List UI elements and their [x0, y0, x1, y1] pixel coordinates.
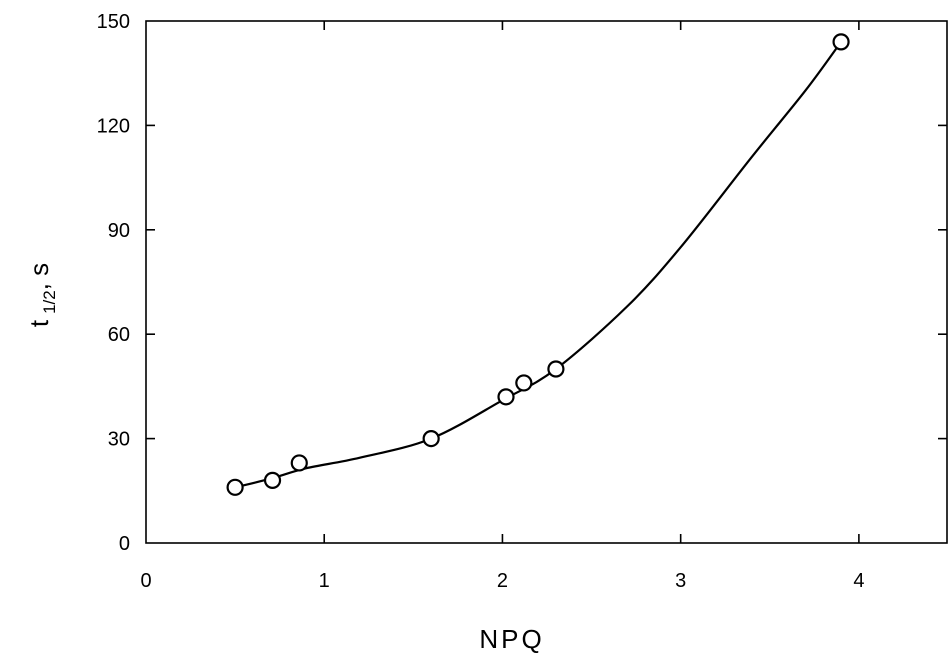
data-point: [263, 471, 282, 489]
data-point: [547, 360, 565, 378]
x-tick-label: 2: [497, 570, 508, 592]
y-tick-label: 150: [97, 11, 130, 33]
y-tick-label: 120: [97, 115, 130, 137]
x-tick-label: 0: [140, 570, 151, 592]
data-point: [290, 454, 308, 472]
data-point: [497, 388, 515, 406]
y-axis-title: t 1/2, s: [24, 263, 59, 327]
y-tick-label: 0: [119, 533, 130, 555]
plot-frame: [145, 20, 948, 544]
y-tick-label: 30: [108, 429, 130, 451]
axes: [145, 20, 948, 544]
y-axis-title-suffix: , s: [24, 263, 54, 290]
data-points-layer: [226, 33, 850, 496]
x-tick-label: 3: [675, 570, 686, 592]
data-point: [422, 430, 440, 448]
y-tick-label: 60: [108, 324, 130, 346]
data-point: [515, 374, 533, 392]
data-point: [832, 33, 850, 51]
x-tick-label: 1: [319, 570, 330, 592]
y-axis-title-subscript: 1/2: [40, 290, 59, 314]
fit-curve-layer: [234, 41, 842, 489]
data-point: [226, 478, 244, 496]
x-axis-title: NPQ: [479, 624, 544, 654]
x-axis-ticks: 0 1 2 3 4: [140, 21, 864, 592]
fit-curve: [234, 41, 842, 489]
y-tick-label: 90: [108, 220, 130, 242]
x-tick-label: 4: [853, 570, 864, 592]
y-axis-title-main: t: [24, 319, 54, 327]
y-axis-ticks: 0 30 60 90 120 150: [97, 11, 947, 555]
